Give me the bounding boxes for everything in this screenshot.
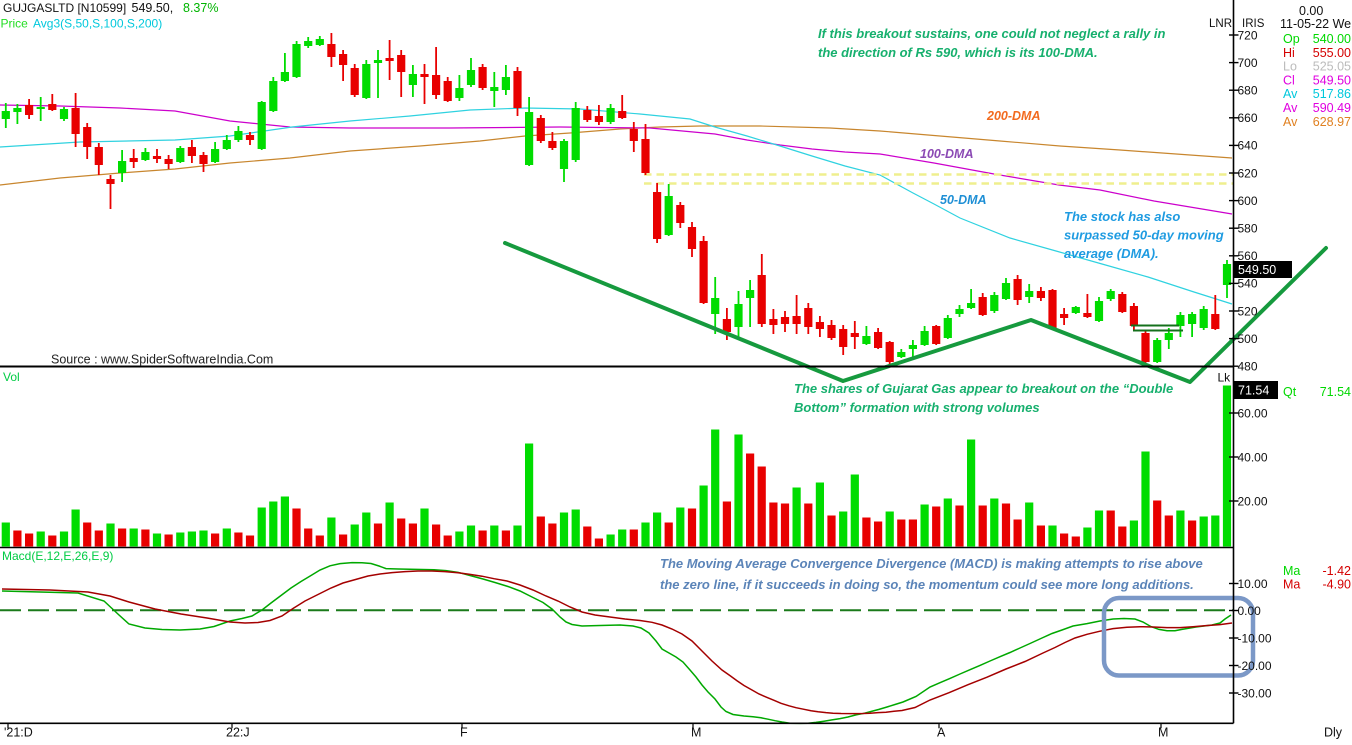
svg-text:580: 580 [1238,222,1258,236]
svg-text:-30.00: -30.00 [1238,686,1272,700]
svg-text:600: 600 [1238,194,1258,208]
svg-text:549.50: 549.50 [1238,263,1276,277]
svg-text:0.00: 0.00 [1299,4,1323,18]
svg-text:Av: Av [1283,115,1298,129]
svg-text:628.97: 628.97 [1313,115,1351,129]
svg-text:700: 700 [1238,56,1258,70]
svg-text:10.00: 10.00 [1238,577,1268,591]
svg-text:The stock has also: The stock has also [1064,209,1180,224]
svg-text:M: M [691,726,701,740]
svg-text:540.00: 540.00 [1313,32,1351,46]
svg-text:Av: Av [1283,87,1298,101]
svg-text:the direction of Rs 590, which: the direction of Rs 590, which is its 10… [818,45,1098,60]
svg-text:GUJGASLTD [N10599]: GUJGASLTD [N10599] [3,1,126,15]
svg-text:720: 720 [1238,28,1258,42]
svg-text:Ma: Ma [1283,564,1300,578]
svg-text:IRIS: IRIS [1242,18,1265,30]
svg-text:71.54: 71.54 [1238,384,1269,398]
svg-text:20.00: 20.00 [1238,494,1268,508]
svg-text:Bottom” formation with strong: Bottom” formation with strong volumes [794,400,1040,415]
svg-text:Source : www.SpiderSoftwareInd: Source : www.SpiderSoftwareIndia.Com [51,353,273,367]
svg-text:surpassed 50-day moving: surpassed 50-day moving [1064,228,1224,243]
svg-text:Cl: Cl [1283,73,1295,87]
svg-text:average (DMA).: average (DMA). [1064,246,1159,261]
svg-text:Op: Op [1283,32,1300,46]
svg-text:Macd(E,12,E,26,E,9): Macd(E,12,E,26,E,9) [2,549,113,563]
svg-text:8.37%: 8.37% [183,1,218,15]
svg-text:-10.00: -10.00 [1238,631,1272,645]
svg-text:590.49: 590.49 [1313,101,1351,115]
svg-text:-20.00: -20.00 [1238,659,1272,673]
svg-text:540: 540 [1238,277,1258,291]
svg-text:Dly: Dly [1324,726,1343,740]
svg-text:'21:D: '21:D [4,726,33,740]
svg-text:560: 560 [1238,249,1258,263]
svg-text:620: 620 [1238,166,1258,180]
svg-text:Vol: Vol [3,370,20,384]
svg-text:500: 500 [1238,332,1258,346]
svg-text:LNR: LNR [1209,18,1232,30]
svg-text:F: F [460,726,468,740]
svg-text:50-DMA: 50-DMA [940,193,987,207]
svg-text:-1.42: -1.42 [1323,564,1352,578]
svg-text:100-DMA: 100-DMA [920,147,974,161]
svg-text:517.86: 517.86 [1313,87,1351,101]
svg-text:60.00: 60.00 [1238,406,1268,420]
svg-text:11-05-22 We: 11-05-22 We [1280,17,1351,31]
svg-text:Lo: Lo [1283,60,1297,74]
svg-text:40.00: 40.00 [1238,450,1268,464]
svg-text:-4.90: -4.90 [1323,578,1352,592]
svg-text:549.50: 549.50 [1313,73,1351,87]
svg-text:680: 680 [1238,84,1258,98]
svg-text:the zero line, if it succeeds: the zero line, if it succeeds in doing s… [660,577,1194,592]
svg-text:Ma: Ma [1283,578,1300,592]
svg-text:The Moving Average Convergence: The Moving Average Convergence Divergenc… [660,556,1203,571]
svg-text:549.50,: 549.50, [132,1,174,15]
svg-text:525.05: 525.05 [1313,60,1351,74]
svg-text:0.00: 0.00 [1238,604,1262,618]
svg-text:Av: Av [1283,101,1298,115]
svg-text:Avg3(S,50,S,100,S,200): Avg3(S,50,S,100,S,200) [33,17,162,31]
svg-text:A: A [937,726,946,740]
svg-text:480: 480 [1238,360,1258,374]
svg-text:Lk: Lk [1218,371,1232,385]
svg-text:200-DMA: 200-DMA [986,109,1041,123]
svg-text:Hi: Hi [1283,46,1295,60]
svg-text:22:J: 22:J [226,726,250,740]
svg-text:Price: Price [1,17,29,31]
svg-text:The shares of Gujarat Gas appe: The shares of Gujarat Gas appear to brea… [794,381,1173,396]
svg-text:660: 660 [1238,111,1258,125]
svg-text:If this breakout sustains, one: If this breakout sustains, one could not… [818,26,1166,41]
svg-text:Qt: Qt [1283,385,1297,399]
svg-text:555.00: 555.00 [1313,46,1351,60]
svg-text:520: 520 [1238,304,1258,318]
svg-text:M: M [1158,726,1168,740]
svg-text:71.54: 71.54 [1320,385,1351,399]
svg-text:640: 640 [1238,139,1258,153]
